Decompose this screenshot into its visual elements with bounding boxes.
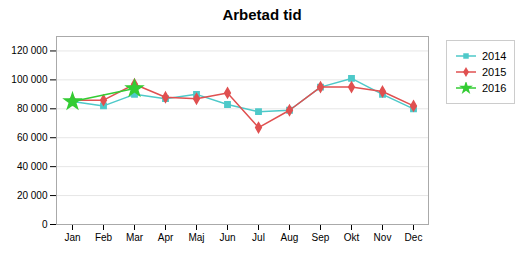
svg-text:Jun: Jun	[219, 232, 235, 243]
svg-text:Sep: Sep	[312, 232, 330, 243]
svg-text:80 000: 80 000	[17, 103, 48, 114]
svg-text:Jan: Jan	[64, 232, 80, 243]
svg-text:Nov: Nov	[374, 232, 392, 243]
svg-text:Okt: Okt	[344, 232, 360, 243]
svg-text:0: 0	[42, 219, 48, 230]
svg-text:120 000: 120 000	[11, 45, 48, 56]
svg-text:20 000: 20 000	[17, 190, 48, 201]
svg-text:40 000: 40 000	[17, 161, 48, 172]
svg-text:100 000: 100 000	[11, 74, 48, 85]
html-text:2016: 2016	[482, 82, 507, 94]
svg-text:Jul: Jul	[252, 232, 265, 243]
svg-text:Feb: Feb	[95, 232, 113, 243]
html-text:2015: 2015	[482, 66, 507, 78]
svg-text:Maj: Maj	[188, 232, 204, 243]
html-text:2014: 2014	[482, 50, 507, 62]
svg-text:Dec: Dec	[405, 232, 423, 243]
svg-text:Mar: Mar	[126, 232, 144, 243]
html-text:Arbetad tid: Arbetad tid	[222, 6, 302, 23]
svg-text:Apr: Apr	[158, 232, 174, 243]
svg-text:Aug: Aug	[281, 232, 299, 243]
svg-text:60 000: 60 000	[17, 132, 48, 143]
